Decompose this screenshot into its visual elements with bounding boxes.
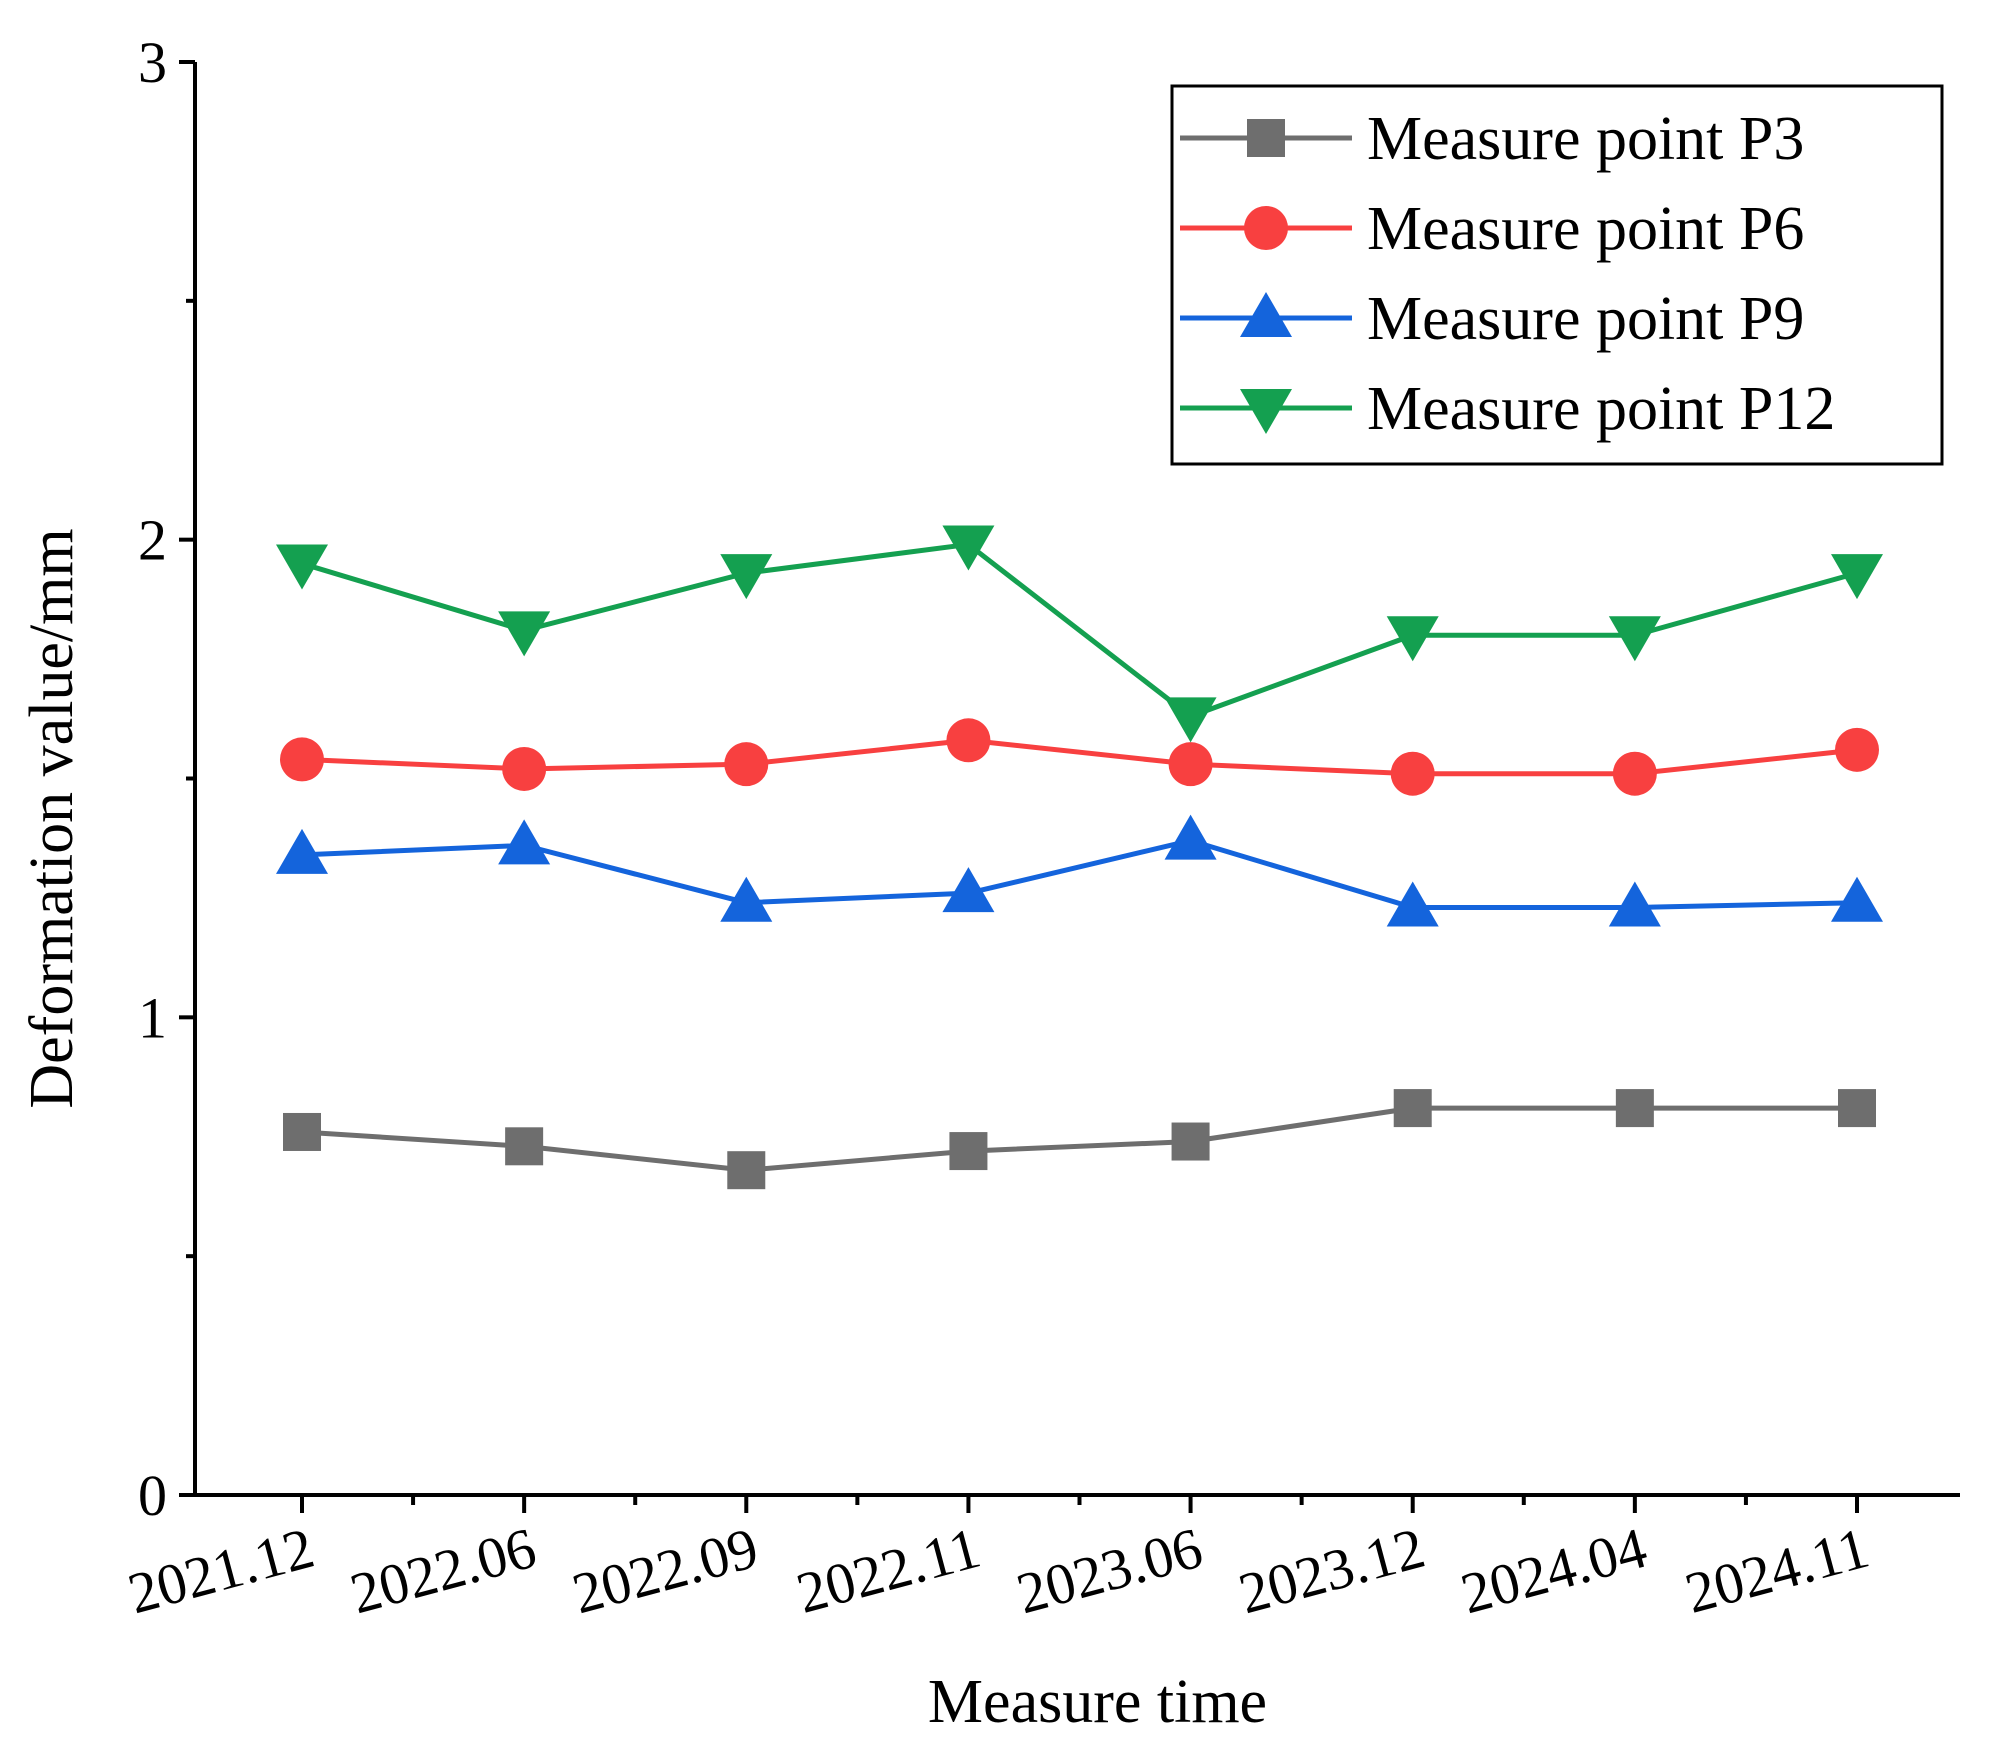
x-tick-label: 2024.04 bbox=[1454, 1515, 1653, 1627]
legend-marker bbox=[1240, 292, 1292, 337]
y-tick-label: 3 bbox=[138, 30, 167, 95]
data-point-marker bbox=[502, 746, 547, 791]
y-axis-title: Deformation value/mm bbox=[18, 528, 86, 1108]
legend: Measure point P3 Measure point P6 Measure … bbox=[1170, 84, 1944, 466]
legend-entry: Measure point P3 bbox=[1180, 105, 1804, 173]
series-line bbox=[301, 541, 1858, 720]
legend-label: Measure point P12 bbox=[1367, 375, 1835, 443]
data-point-marker bbox=[1390, 751, 1435, 796]
y-tick-label: 1 bbox=[138, 985, 167, 1050]
y-tick-label: 0 bbox=[138, 1463, 167, 1528]
x-tick-label: 2022.06 bbox=[344, 1515, 543, 1627]
data-point-marker bbox=[1171, 1122, 1210, 1161]
x-tick-label: 2023.06 bbox=[1010, 1515, 1209, 1627]
data-point-marker bbox=[942, 867, 995, 913]
series-line bbox=[301, 1105, 1857, 1173]
legend-entry: Measure point P6 bbox=[1180, 195, 1804, 263]
series-2 bbox=[280, 718, 1879, 796]
data-point-marker bbox=[283, 1112, 321, 1151]
x-tick-label: 2024.11 bbox=[1679, 1515, 1876, 1626]
data-point-marker bbox=[1835, 727, 1879, 772]
data-point-marker bbox=[1164, 814, 1217, 860]
y-tick-label: 2 bbox=[138, 508, 167, 573]
data-point-marker bbox=[1831, 554, 1883, 600]
data-point-marker bbox=[1168, 742, 1213, 787]
legend-entry: Measure point P12 bbox=[1180, 375, 1835, 443]
data-point-marker bbox=[720, 876, 773, 922]
data-point-marker bbox=[724, 742, 769, 787]
data-point-marker bbox=[1608, 881, 1661, 927]
data-point-marker bbox=[1608, 616, 1661, 662]
plot-area bbox=[276, 525, 1883, 1190]
data-point-marker bbox=[1393, 1089, 1432, 1128]
legend-label: Measure point P3 bbox=[1367, 105, 1804, 173]
data-point-marker bbox=[498, 611, 551, 657]
data-point-marker bbox=[1831, 876, 1883, 922]
x-tick-label: 2021.12 bbox=[121, 1515, 320, 1627]
data-point-marker bbox=[498, 819, 551, 865]
data-point-marker bbox=[949, 1132, 988, 1171]
legend-marker bbox=[1240, 389, 1292, 434]
data-point-marker bbox=[1386, 881, 1439, 927]
x-tick-label: 2022.09 bbox=[566, 1515, 765, 1627]
x-tick-label: 2023.12 bbox=[1232, 1515, 1431, 1627]
series-line bbox=[301, 838, 1858, 910]
series-3 bbox=[276, 814, 1883, 927]
legend-marker bbox=[1247, 119, 1285, 157]
series-4 bbox=[276, 525, 1883, 743]
data-point-marker bbox=[1838, 1089, 1876, 1128]
legend-box bbox=[1170, 84, 1944, 466]
series-line bbox=[301, 737, 1858, 777]
data-point-marker bbox=[276, 544, 328, 590]
legend-entry: Measure point P9 bbox=[1180, 285, 1804, 353]
legend-label: Measure point P6 bbox=[1367, 195, 1804, 263]
data-point-marker bbox=[276, 828, 328, 874]
data-point-marker bbox=[1615, 1089, 1654, 1128]
x-tick-label: 2022.11 bbox=[790, 1515, 987, 1626]
data-point-marker bbox=[727, 1151, 766, 1190]
series-1 bbox=[283, 1089, 1876, 1190]
legend-marker bbox=[1244, 206, 1288, 250]
data-point-marker bbox=[1386, 616, 1439, 662]
legend-label: Measure point P9 bbox=[1367, 285, 1804, 353]
data-point-marker bbox=[720, 554, 773, 600]
data-point-marker bbox=[505, 1127, 544, 1166]
x-axis-title: Measure time bbox=[928, 1668, 1267, 1736]
data-point-marker bbox=[1612, 751, 1657, 796]
data-point-marker bbox=[942, 525, 995, 571]
data-point-marker bbox=[280, 737, 324, 782]
data-point-marker bbox=[1164, 697, 1217, 743]
data-point-marker bbox=[946, 718, 991, 763]
